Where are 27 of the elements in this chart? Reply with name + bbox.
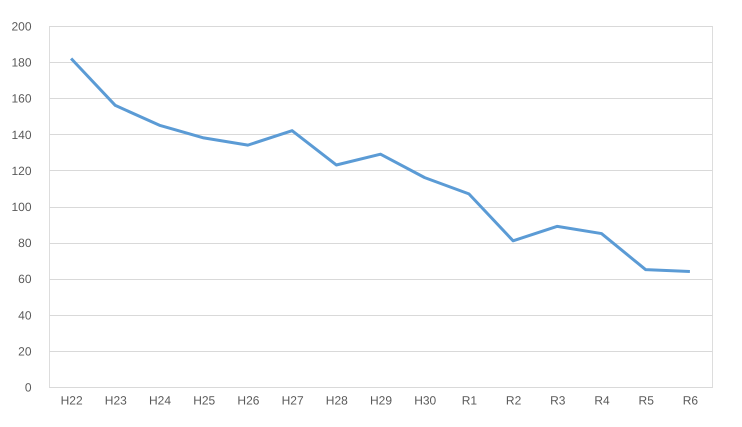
x-tick-label: H30 (414, 394, 437, 408)
x-tick-label: H23 (104, 394, 128, 408)
x-tick-label: R4 (594, 394, 610, 408)
y-tick-label: 140 (11, 128, 32, 142)
x-tick-label: H24 (148, 394, 172, 408)
line-series (70, 56, 692, 273)
x-tick-label: H25 (193, 394, 216, 408)
y-tick-label: 60 (18, 272, 32, 286)
x-tick-label: H27 (282, 394, 304, 408)
x-tick-label: H22 (60, 394, 83, 408)
y-tick-label: 80 (18, 236, 32, 250)
x-tick-label: R1 (462, 394, 478, 408)
y-tick-label: 0 (24, 380, 32, 394)
y-tick-label: 40 (18, 308, 32, 322)
y-tick-label: 160 (11, 92, 32, 106)
y-tick-label: 200 (11, 20, 32, 34)
x-tick-label: R5 (638, 394, 654, 408)
y-tick-label: 120 (11, 164, 32, 178)
x-tick-label: R2 (506, 394, 522, 408)
x-tick-label: R3 (550, 394, 566, 408)
y-tick-label: 100 (11, 200, 32, 214)
x-tick-label: R6 (682, 394, 698, 408)
y-tick-label: 20 (18, 344, 32, 358)
x-tick-label: H29 (370, 394, 392, 408)
x-tick-label: H28 (326, 394, 348, 408)
x-tick-label: H26 (237, 394, 260, 408)
y-tick-label: 180 (11, 56, 32, 70)
